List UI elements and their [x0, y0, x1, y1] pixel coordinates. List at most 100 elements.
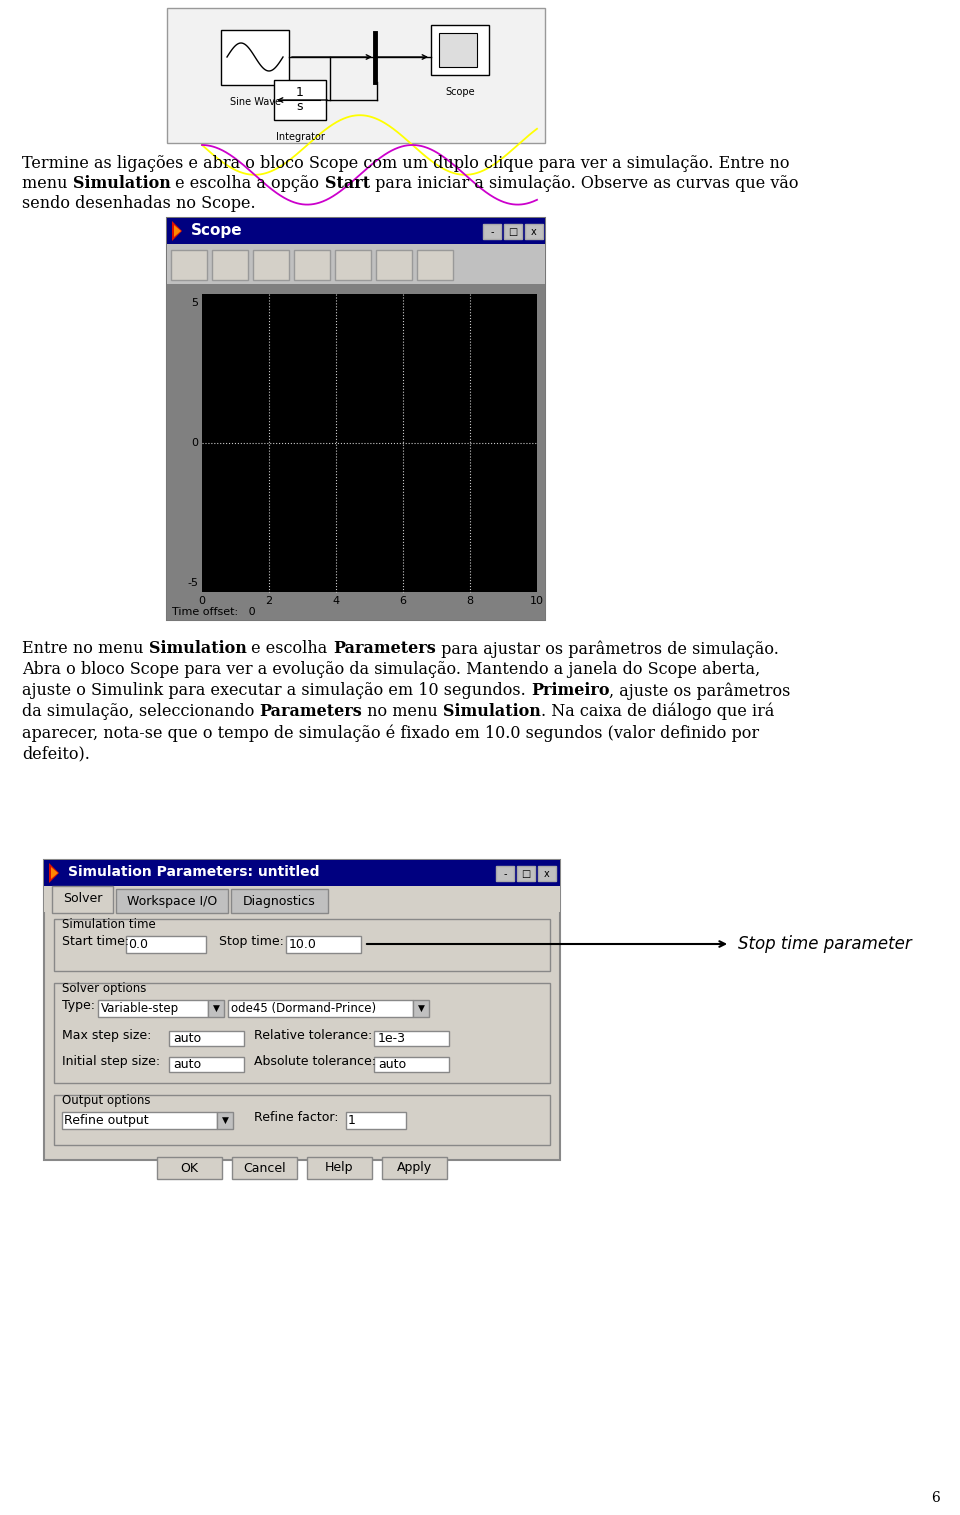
FancyBboxPatch shape: [274, 80, 326, 120]
Text: Workspace I/O: Workspace I/O: [127, 895, 217, 907]
FancyBboxPatch shape: [54, 983, 550, 1083]
FancyBboxPatch shape: [221, 30, 289, 85]
FancyBboxPatch shape: [116, 889, 228, 914]
Text: no menu: no menu: [362, 703, 444, 720]
FancyBboxPatch shape: [171, 250, 207, 280]
Text: Initial step size:: Initial step size:: [62, 1054, 160, 1068]
Text: Sine Wave: Sine Wave: [229, 97, 280, 108]
Text: Solver: Solver: [63, 892, 103, 904]
FancyBboxPatch shape: [126, 936, 206, 953]
Text: ode45 (Dormand-Prince): ode45 (Dormand-Prince): [231, 1001, 376, 1015]
Text: Solver options: Solver options: [62, 982, 146, 995]
Text: Output options: Output options: [62, 1094, 151, 1107]
Text: Time offset:   0: Time offset: 0: [172, 608, 255, 617]
Text: 4: 4: [332, 595, 340, 606]
Text: auto: auto: [173, 1032, 202, 1045]
FancyBboxPatch shape: [157, 1157, 222, 1179]
Text: Apply: Apply: [396, 1162, 432, 1174]
Text: . Na caixa de diálogo que irá: . Na caixa de diálogo que irá: [541, 703, 775, 721]
Text: , ajuste os parâmetros: , ajuste os parâmetros: [610, 682, 791, 700]
FancyBboxPatch shape: [44, 861, 560, 1160]
FancyBboxPatch shape: [167, 283, 545, 620]
Text: Diagnostics: Diagnostics: [243, 895, 316, 907]
Text: 10: 10: [530, 595, 544, 606]
FancyBboxPatch shape: [167, 8, 545, 142]
Text: defeito).: defeito).: [22, 745, 90, 762]
Text: □: □: [509, 227, 517, 236]
Text: Variable-step: Variable-step: [101, 1001, 180, 1015]
Text: Start time:: Start time:: [62, 935, 130, 948]
Text: Cancel: Cancel: [243, 1162, 286, 1174]
Text: e escolha a opção: e escolha a opção: [171, 176, 324, 192]
Text: 10.0: 10.0: [289, 938, 317, 951]
Text: para iniciar a simulação. Observe as curvas que vão: para iniciar a simulação. Observe as cur…: [370, 176, 799, 192]
FancyBboxPatch shape: [217, 1112, 233, 1129]
FancyBboxPatch shape: [54, 920, 550, 971]
Text: Entre no menu: Entre no menu: [22, 639, 149, 658]
FancyBboxPatch shape: [417, 250, 453, 280]
FancyBboxPatch shape: [376, 250, 412, 280]
Text: Stop time:: Stop time:: [219, 935, 284, 948]
Text: Integrator: Integrator: [276, 132, 324, 142]
FancyBboxPatch shape: [253, 250, 289, 280]
Text: 1: 1: [296, 86, 304, 100]
FancyBboxPatch shape: [374, 1032, 449, 1045]
FancyBboxPatch shape: [167, 218, 545, 244]
Text: Refine output: Refine output: [64, 1114, 149, 1127]
Text: ▼: ▼: [222, 1115, 228, 1124]
Text: x: x: [531, 227, 537, 236]
FancyBboxPatch shape: [212, 250, 248, 280]
Text: Simulation: Simulation: [149, 639, 247, 658]
Text: Refine factor:: Refine factor:: [254, 1110, 339, 1124]
Text: Parameters: Parameters: [259, 703, 362, 720]
Text: da simulação, seleccionando: da simulação, seleccionando: [22, 703, 259, 720]
Text: OK: OK: [180, 1162, 199, 1174]
Text: 2: 2: [265, 595, 273, 606]
FancyBboxPatch shape: [335, 250, 371, 280]
Text: -: -: [491, 227, 493, 236]
Text: menu: menu: [22, 176, 73, 192]
Text: para ajustar os parâmetros de simulação.: para ajustar os parâmetros de simulação.: [436, 639, 779, 658]
Text: -: -: [503, 870, 507, 879]
Text: x: x: [544, 870, 550, 879]
FancyBboxPatch shape: [232, 1157, 297, 1179]
Polygon shape: [174, 226, 181, 236]
FancyBboxPatch shape: [228, 1000, 413, 1017]
Text: Relative tolerance:: Relative tolerance:: [254, 1029, 372, 1042]
Text: Scope: Scope: [191, 223, 243, 238]
Text: Max step size:: Max step size:: [62, 1029, 152, 1042]
FancyBboxPatch shape: [525, 224, 543, 239]
Text: Simulation Parameters: untitled: Simulation Parameters: untitled: [68, 865, 320, 879]
Text: Stop time parameter: Stop time parameter: [738, 935, 912, 953]
Polygon shape: [49, 864, 59, 883]
Text: auto: auto: [173, 1057, 202, 1071]
Text: 0: 0: [199, 595, 205, 606]
Text: Type:: Type:: [62, 998, 95, 1012]
FancyBboxPatch shape: [62, 1112, 217, 1129]
Text: -5: -5: [187, 579, 198, 588]
Text: aparecer, nota-se que o tempo de simulação é fixado em 10.0 segundos (valor defi: aparecer, nota-se que o tempo de simulaç…: [22, 724, 759, 741]
FancyBboxPatch shape: [98, 1000, 208, 1017]
Text: 8: 8: [467, 595, 473, 606]
FancyBboxPatch shape: [52, 886, 113, 914]
FancyBboxPatch shape: [230, 889, 328, 914]
Text: □: □: [521, 870, 531, 879]
FancyBboxPatch shape: [431, 26, 489, 76]
Text: Start: Start: [324, 176, 370, 192]
FancyBboxPatch shape: [439, 33, 477, 67]
Text: e escolha: e escolha: [247, 639, 333, 658]
Text: 1: 1: [348, 1114, 356, 1127]
Text: 1e-3: 1e-3: [378, 1032, 406, 1045]
FancyBboxPatch shape: [54, 1095, 550, 1145]
FancyBboxPatch shape: [169, 1057, 244, 1073]
FancyBboxPatch shape: [483, 224, 501, 239]
Text: ▼: ▼: [418, 1003, 424, 1012]
Text: Primeiro: Primeiro: [531, 682, 610, 698]
Text: Simulation time: Simulation time: [62, 918, 156, 932]
Text: 0.0: 0.0: [128, 938, 148, 951]
Text: 5: 5: [191, 298, 198, 308]
FancyBboxPatch shape: [44, 886, 560, 912]
Text: Simulation: Simulation: [444, 703, 541, 720]
FancyBboxPatch shape: [346, 1112, 406, 1129]
FancyBboxPatch shape: [167, 218, 545, 620]
